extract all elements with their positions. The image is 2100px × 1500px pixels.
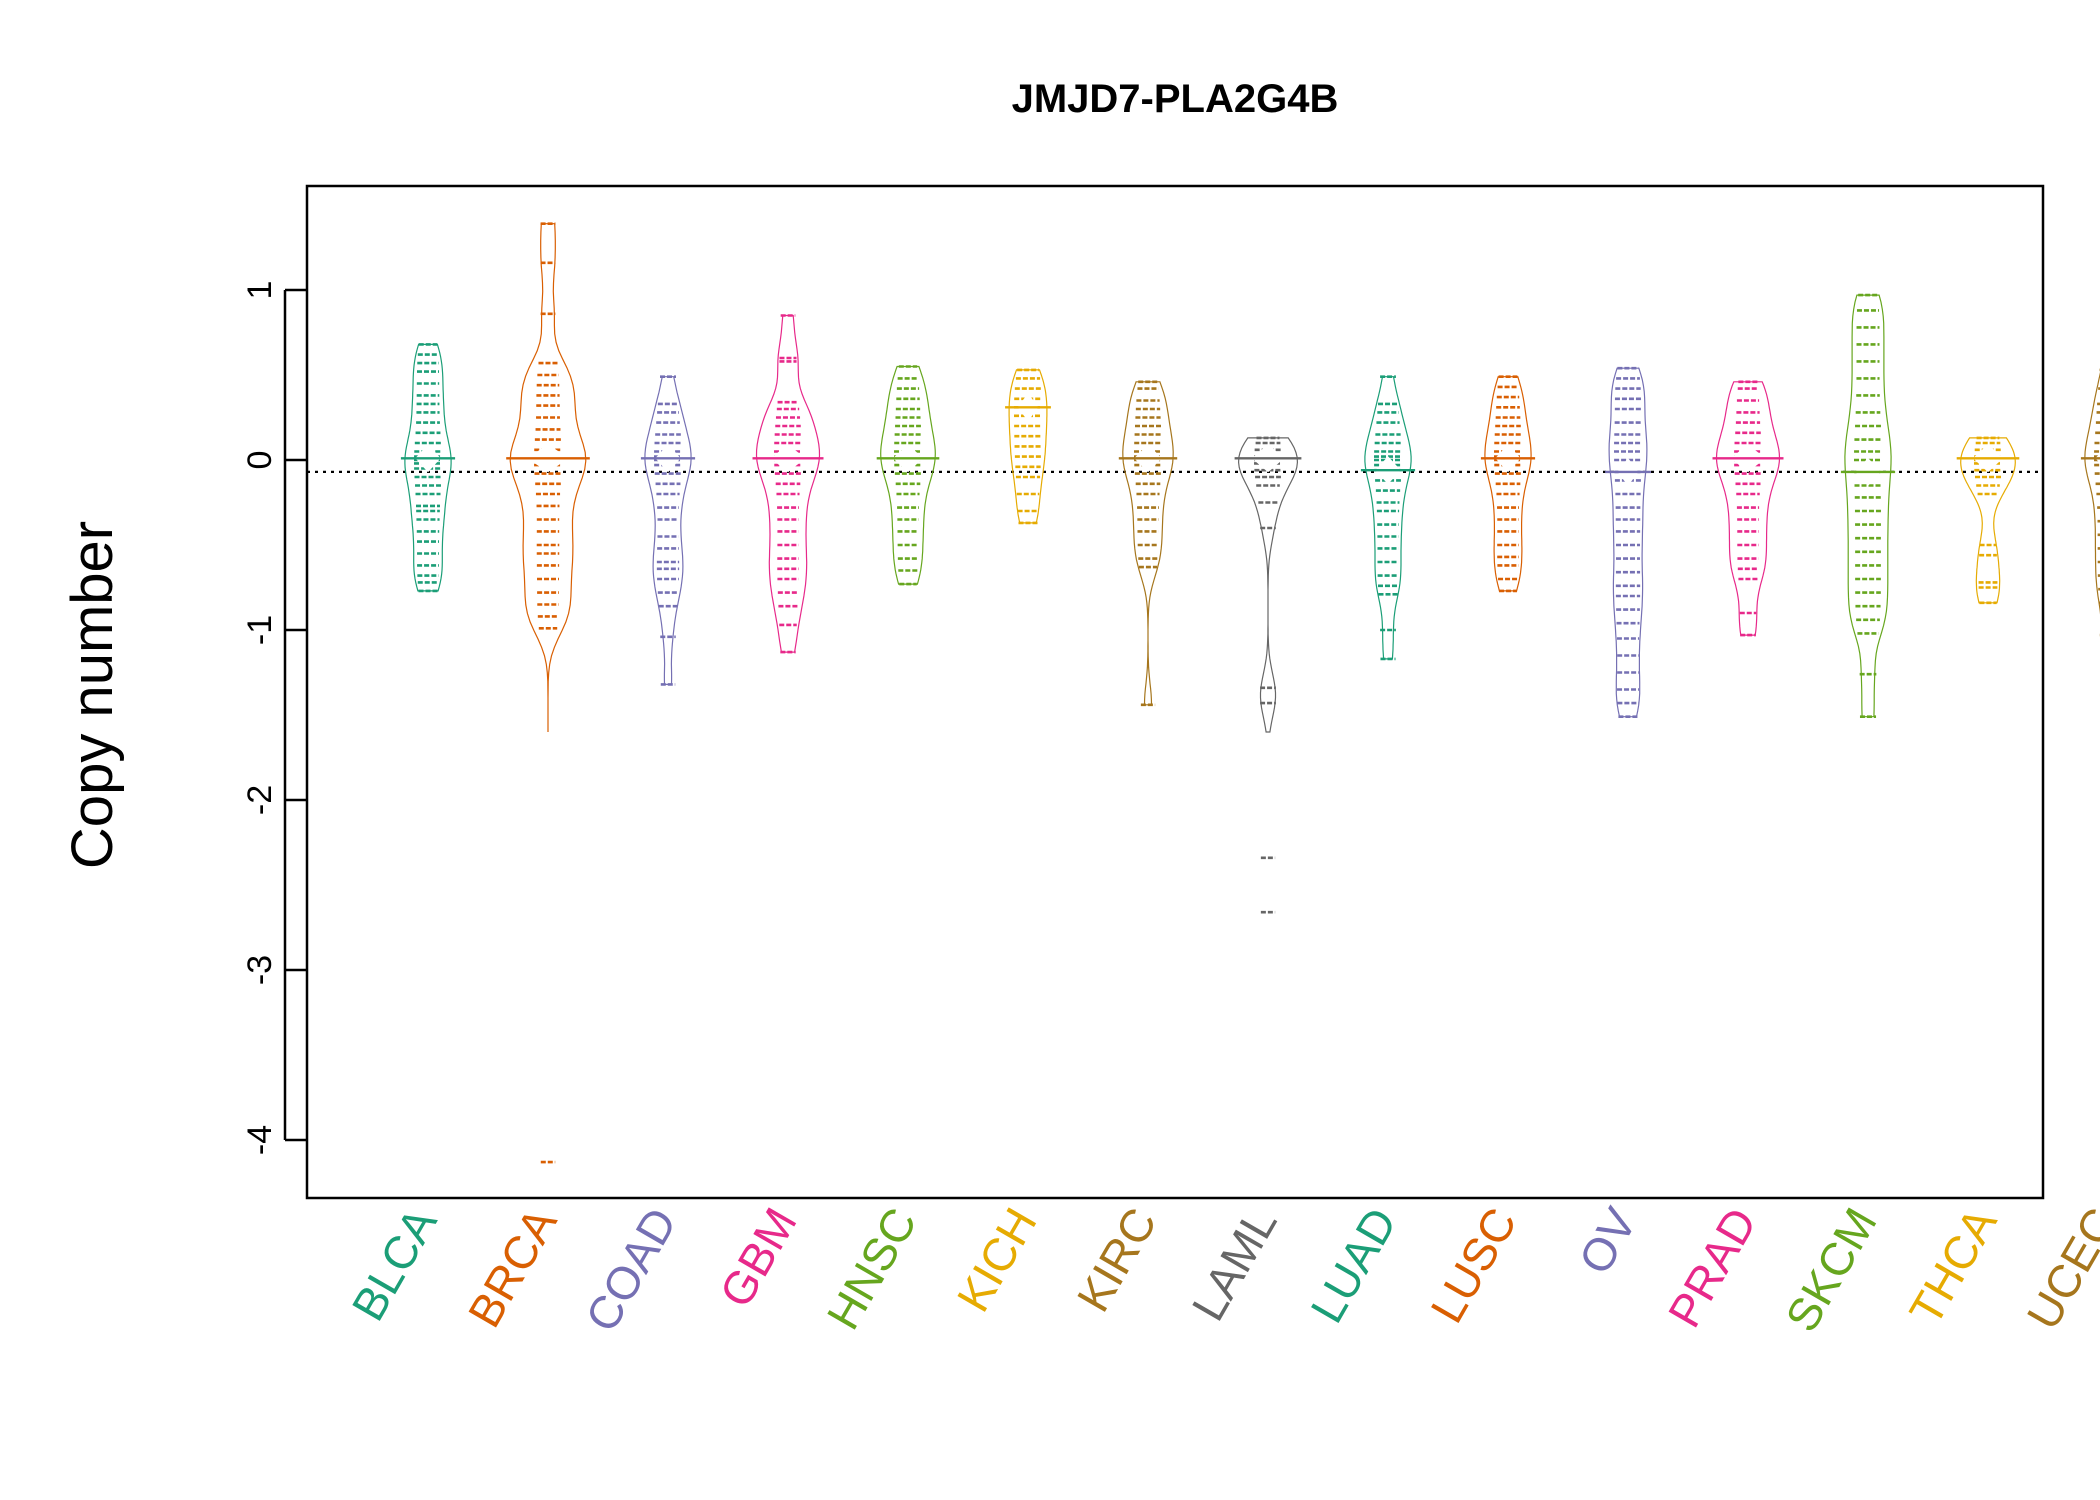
bean-density-outline (509, 223, 587, 732)
y-tick-label: 1 (241, 281, 279, 300)
category-label-kich: KICH (947, 1199, 1047, 1320)
bean-density-outline (880, 365, 936, 585)
category-label-blca: BLCA (342, 1199, 447, 1329)
plot-area (307, 222, 2100, 1164)
category-label-ov: OV (1568, 1199, 1646, 1283)
bean-density-outline (1008, 369, 1048, 524)
bean-gbm (752, 314, 824, 654)
category-label-laml: LAML (1182, 1199, 1287, 1329)
bean-density-outline (1364, 376, 1412, 660)
y-tick-label: -3 (241, 955, 279, 985)
bean-density-outline (1715, 381, 1781, 636)
category-label-brca: BRCA (458, 1199, 567, 1336)
category-label-coad: COAD (575, 1199, 686, 1340)
y-tick-label: -4 (241, 1125, 279, 1155)
category-label-hnsc: HNSC (816, 1199, 926, 1338)
bean-density-outline (1484, 376, 1532, 592)
category-label-lusc: LUSC (1420, 1199, 1526, 1331)
bean-density-outline (1960, 437, 2016, 604)
bean-density-outline (1122, 381, 1174, 706)
bean-skcm (1840, 293, 1896, 719)
category-label-gbm: GBM (709, 1199, 806, 1316)
category-label-prad: PRAD (1658, 1199, 1767, 1336)
chart-title: JMJD7-PLA2G4B (1012, 77, 1339, 121)
bean-lusc (1480, 375, 1536, 593)
bean-density-outline (1608, 367, 1648, 718)
y-tick-label: -1 (241, 615, 279, 645)
bean-density-outline (1844, 294, 1892, 718)
y-axis: 1 0 -1 -2 -3 -4 (241, 281, 307, 1155)
bean-ov (1605, 366, 1651, 719)
bean-thca (1956, 436, 2020, 605)
bean-laml (1234, 436, 1302, 914)
bean-ucec (2080, 368, 2100, 637)
category-label-luad: LUAD (1300, 1199, 1406, 1331)
y-axis-label: Copy number (60, 521, 125, 869)
y-tick-label: -2 (241, 785, 279, 815)
bean-density-outline (755, 314, 821, 653)
bean-blca (400, 343, 456, 593)
bean-kich (1005, 368, 1051, 525)
category-label-ucec: UCEC (2016, 1199, 2100, 1338)
bean-density-outline (404, 343, 452, 592)
bean-brca (506, 222, 590, 1164)
x-axis-categories: BLCA BRCA COAD GBM HNSC KICH KIRC LAML LUAD LUSC O… (342, 1199, 2100, 1340)
plot-frame (305, 184, 2045, 1200)
bean-density-outline (2084, 372, 2100, 615)
bean-luad (1360, 375, 1416, 661)
bean-kirc (1118, 380, 1178, 707)
bean-density-outline (1237, 437, 1299, 733)
category-label-skcm: SKCM (1775, 1199, 1886, 1340)
bean-coad (640, 375, 696, 686)
category-label-kirc: KIRC (1067, 1199, 1167, 1320)
bean-hnsc (876, 365, 940, 586)
category-label-thca: THCA (1899, 1199, 2007, 1334)
bean-prad (1712, 380, 1784, 637)
y-tick-label: 0 (241, 451, 279, 470)
